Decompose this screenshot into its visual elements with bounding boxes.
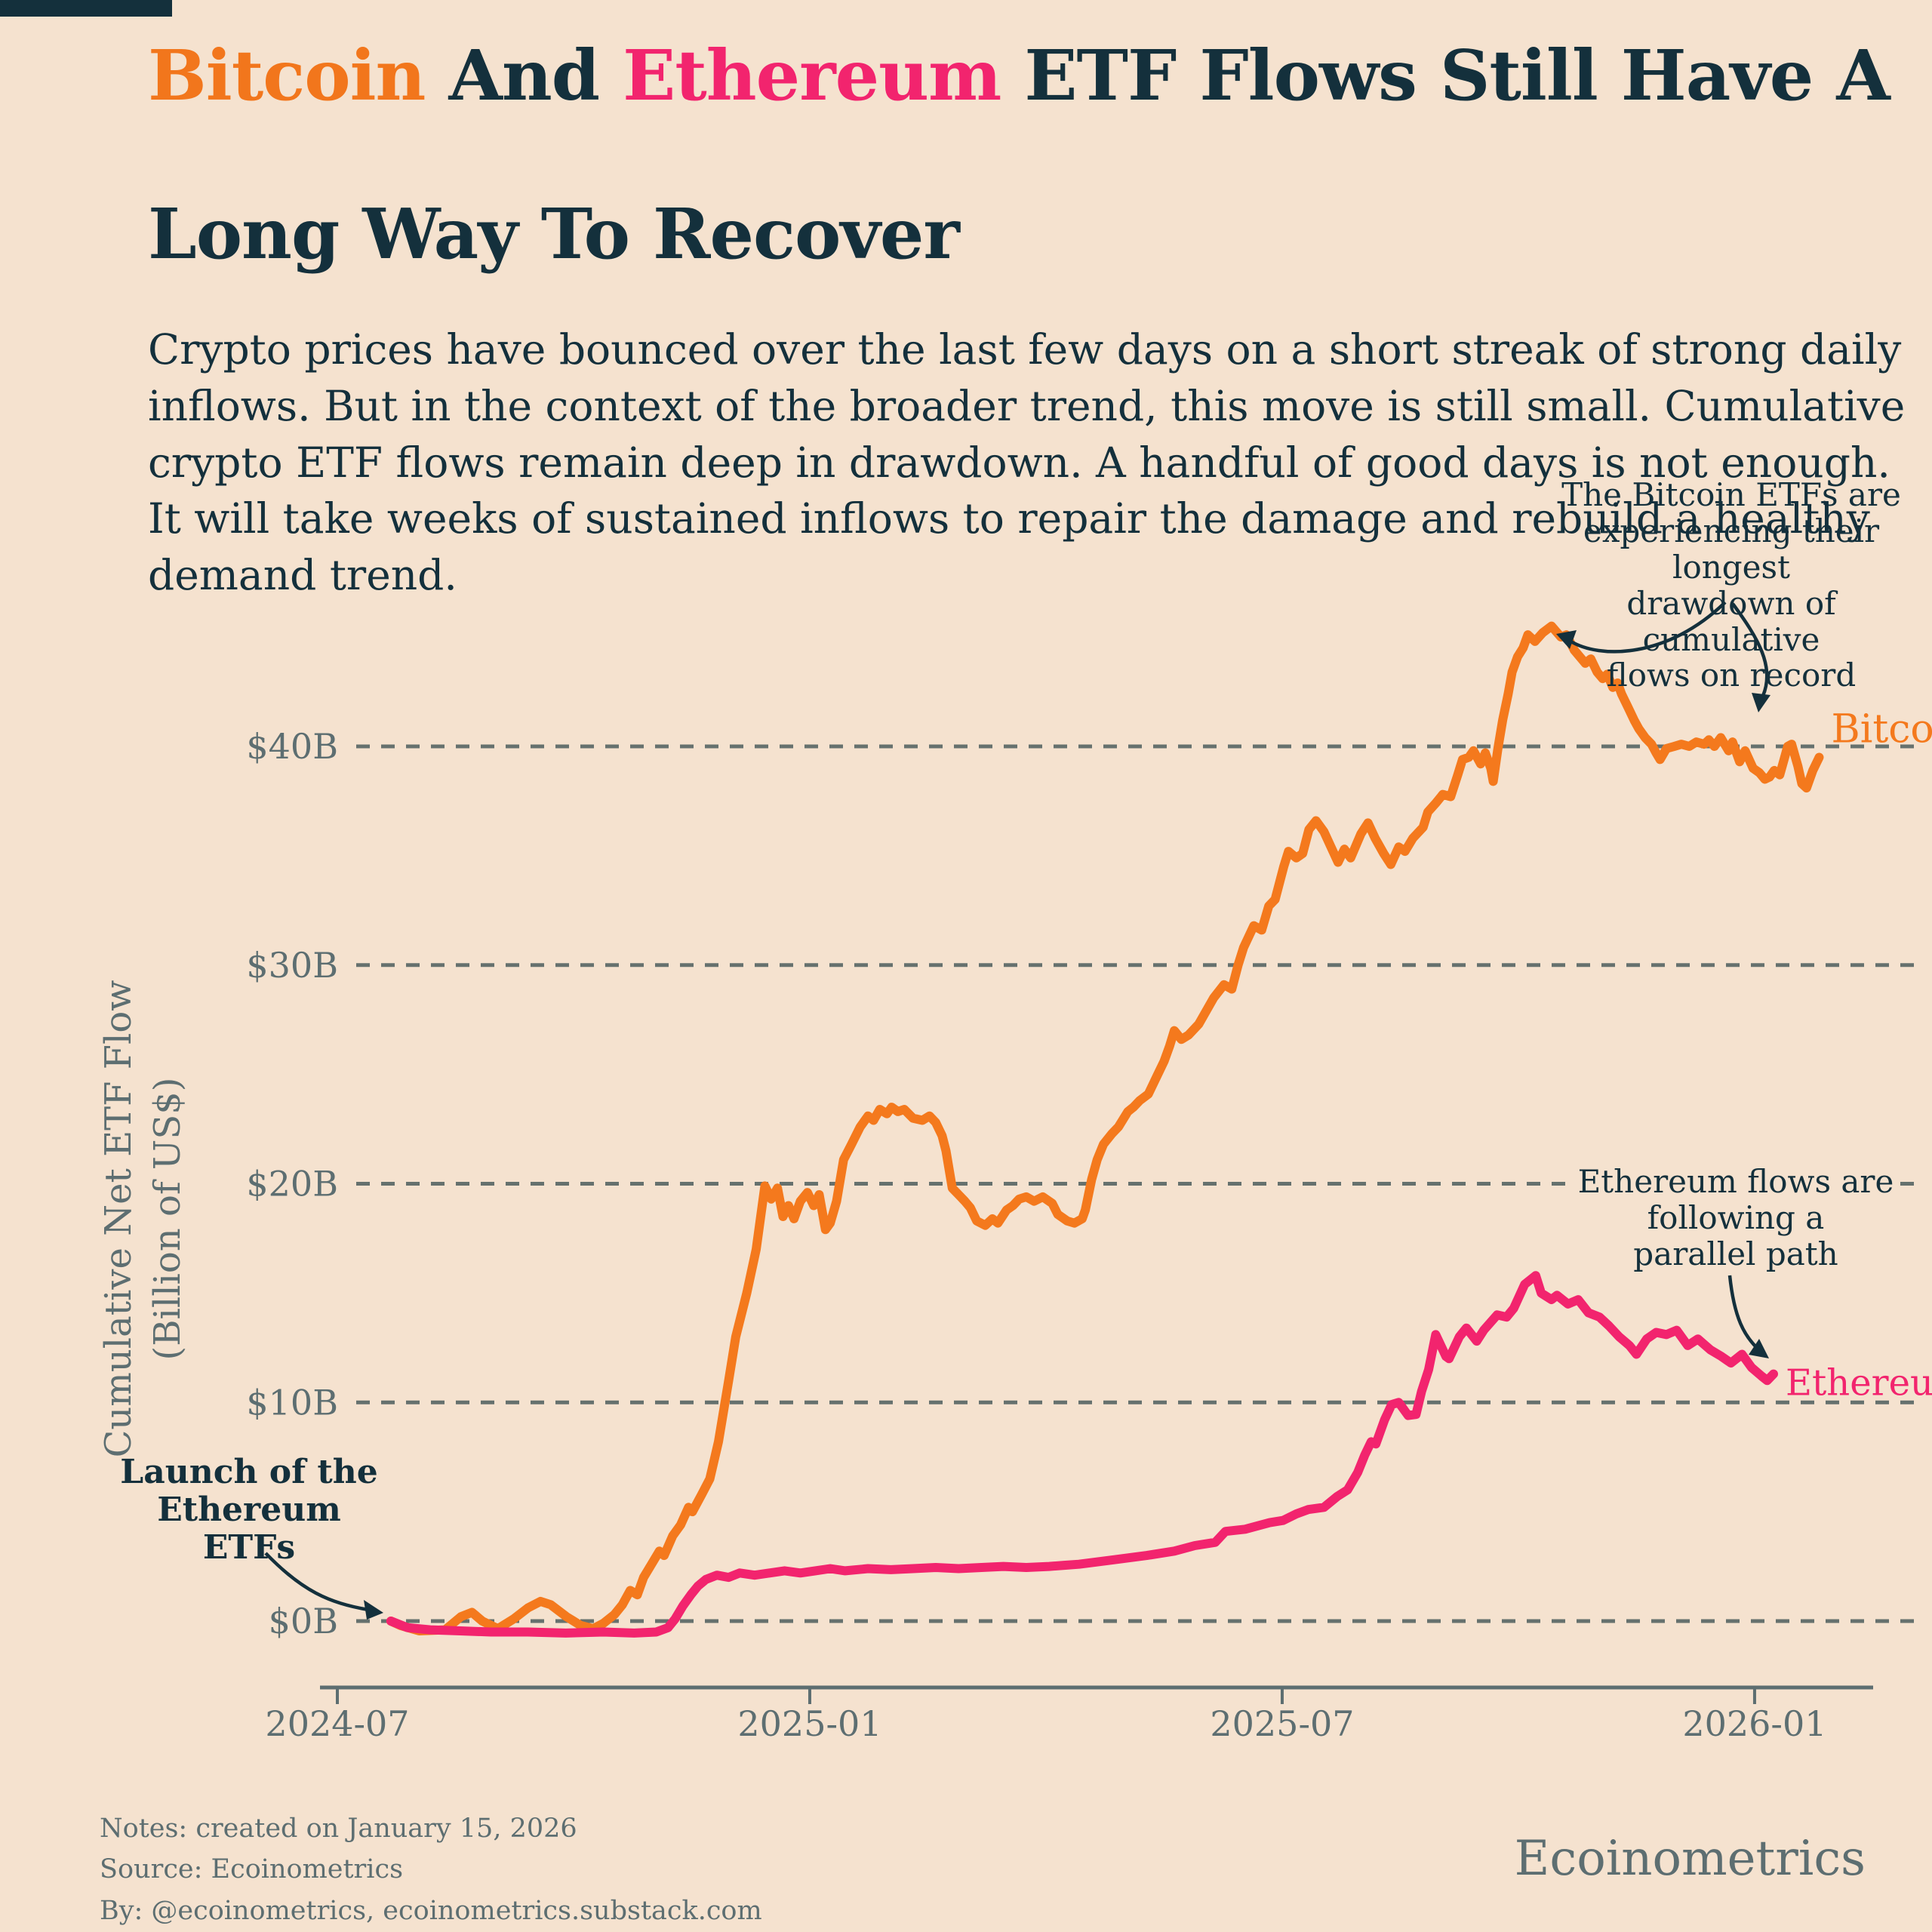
annotation-bitcoin-line3: drawdown of cumulative	[1626, 584, 1836, 658]
annotation-bitcoin-line4: flows on record	[1606, 657, 1857, 694]
ethereum-end-arrow-head-icon	[1749, 1339, 1769, 1358]
y-tick-label: $10B	[246, 1382, 338, 1423]
bitcoin-peak-arrow	[1568, 601, 1727, 654]
title-line1: Bitcoin And Ethereum ETF Flows Still Hav…	[148, 35, 1890, 116]
annotation-ethereum-line1: Ethereum flows are	[1577, 1163, 1894, 1200]
footer-note-created: Notes: created on January 15, 2026	[100, 1814, 577, 1844]
y-tick-label: $0B	[269, 1601, 338, 1641]
annotation-ethereum-line3: parallel path	[1633, 1235, 1838, 1272]
title-word-bitcoin: Bitcoin	[148, 35, 426, 116]
annotation-ethereum-launch: Launch of the Ethereum ETFs	[106, 1453, 392, 1567]
x-tick-label: 2024-07	[265, 1703, 409, 1744]
annotation-bitcoin-line1: The Bitcoin ETFs are	[1561, 476, 1901, 513]
annotation-launch-line1: Launch of the	[120, 1453, 378, 1491]
y-axis-title-line1: Cumulative Net ETF Flow	[97, 980, 140, 1458]
annotation-ethereum-parallel: Ethereum flows are following a parallel …	[1576, 1164, 1896, 1272]
page-title: Bitcoin And Ethereum ETF Flows Still Hav…	[148, 36, 1890, 274]
y-axis-title: Cumulative Net ETF Flow (Billion of US$)	[94, 980, 192, 1458]
y-tick-label: $20B	[246, 1164, 338, 1204]
series-lines: Bitcoin Ethereum	[386, 621, 1932, 1638]
x-tick-label: 2025-07	[1210, 1703, 1354, 1744]
launch-arrow-head-icon	[364, 1600, 383, 1620]
bitcoin-end-arrow-head-icon	[1752, 693, 1770, 712]
series-end-label-ethereum: Ethereum	[1786, 1362, 1932, 1404]
bitcoin-end-arrow	[1731, 602, 1769, 697]
annotation-ethereum-line2: following a	[1647, 1198, 1825, 1236]
series-line-bitcoin	[386, 621, 1824, 1635]
ethereum-end-arrow	[1727, 1275, 1758, 1349]
annotation-arrows	[264, 601, 1770, 1620]
footer-note-by: By: @ecoinometrics, ecoinometrics.substa…	[100, 1895, 762, 1926]
y-tick-label: $30B	[246, 945, 338, 986]
launch-arrow	[264, 1552, 369, 1612]
title-word-ethereum: Ethereum	[623, 35, 1001, 116]
annotation-bitcoin-drawdown: The Bitcoin ETFs are experiencing their …	[1540, 477, 1923, 694]
x-axis: 2024-07 2025-01 2025-07 2026-01	[265, 1685, 1873, 1744]
annotation-launch-line2: Ethereum ETFs	[157, 1491, 341, 1567]
y-axis-title-line2: (Billion of US$)	[146, 1077, 189, 1361]
accent-corner-bar	[0, 0, 172, 17]
title-word-and: And	[425, 35, 623, 116]
y-tick-label: $40B	[246, 726, 338, 767]
annotation-bitcoin-line2: experiencing their longest	[1583, 512, 1880, 586]
intro-paragraph: Crypto prices have bounced over the last…	[148, 325, 1906, 600]
x-tick-label: 2026-01	[1682, 1703, 1826, 1744]
bitcoin-peak-arrow-head-icon	[1556, 630, 1577, 649]
brand-logo-text: Ecoinometrics	[1514, 1831, 1866, 1887]
x-tick-label: 2025-01	[737, 1703, 881, 1744]
footer-note-source: Source: Ecoinometrics	[100, 1854, 404, 1885]
series-end-label-bitcoin: Bitcoin	[1831, 706, 1932, 752]
title-line1-rest: ETF Flows Still Have A	[1001, 35, 1890, 116]
gridlines: $0B $10B $20B $30B $40B	[246, 726, 1921, 1641]
footer-notes: Notes: created on January 15, 2026 Sourc…	[100, 1808, 762, 1931]
title-line2: Long Way To Recover	[148, 192, 960, 275]
series-line-ethereum	[386, 1271, 1778, 1638]
